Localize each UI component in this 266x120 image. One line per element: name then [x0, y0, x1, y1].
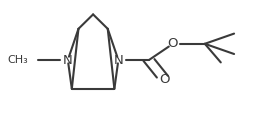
Text: O: O [168, 37, 178, 50]
Text: CH₃: CH₃ [7, 55, 28, 65]
Text: N: N [63, 54, 73, 66]
Text: N: N [114, 54, 123, 66]
Text: O: O [160, 73, 170, 86]
